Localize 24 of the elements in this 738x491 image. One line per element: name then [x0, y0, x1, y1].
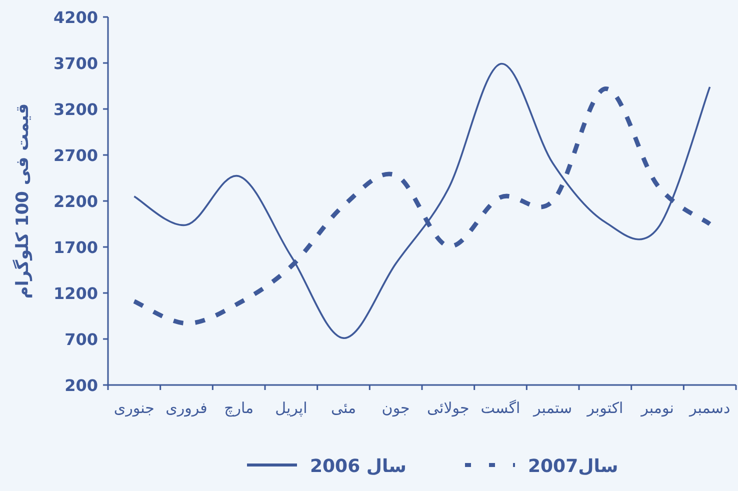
x-tick-label: ستمبر: [532, 399, 572, 417]
x-tick-label: نومبر: [640, 399, 674, 417]
y-tick-label: 2700: [53, 146, 98, 165]
x-tick-label: مئی: [330, 399, 356, 417]
x-tick-label: اکتوبر: [586, 399, 624, 417]
x-tick-label: فروری: [166, 399, 208, 417]
legend-label: سال 2006: [310, 456, 406, 477]
x-tick-label: جنوری: [114, 399, 154, 417]
legend-label: سال2007: [528, 456, 618, 477]
y-tick-label: 1200: [53, 284, 98, 303]
y-axis-title: قیمت فی 100 کلوگرام: [12, 103, 33, 299]
y-tick-label: 700: [64, 330, 98, 349]
x-tick-label: جولائی: [427, 399, 470, 417]
x-tick-label: جون: [382, 399, 410, 417]
y-tick-label: 3200: [53, 100, 98, 119]
y-tick-label: 200: [64, 376, 98, 395]
x-tick-label: اگست: [480, 399, 520, 417]
x-tick-label: دسمبر: [688, 399, 730, 417]
x-tick-label: اپریل: [275, 399, 308, 417]
y-tick-label: 1700: [53, 238, 98, 257]
y-tick-label: 3700: [53, 54, 98, 73]
y-tick-label: 4200: [53, 8, 98, 27]
x-tick-label: مارچ: [224, 399, 254, 417]
y-tick-label: 2200: [53, 192, 98, 211]
